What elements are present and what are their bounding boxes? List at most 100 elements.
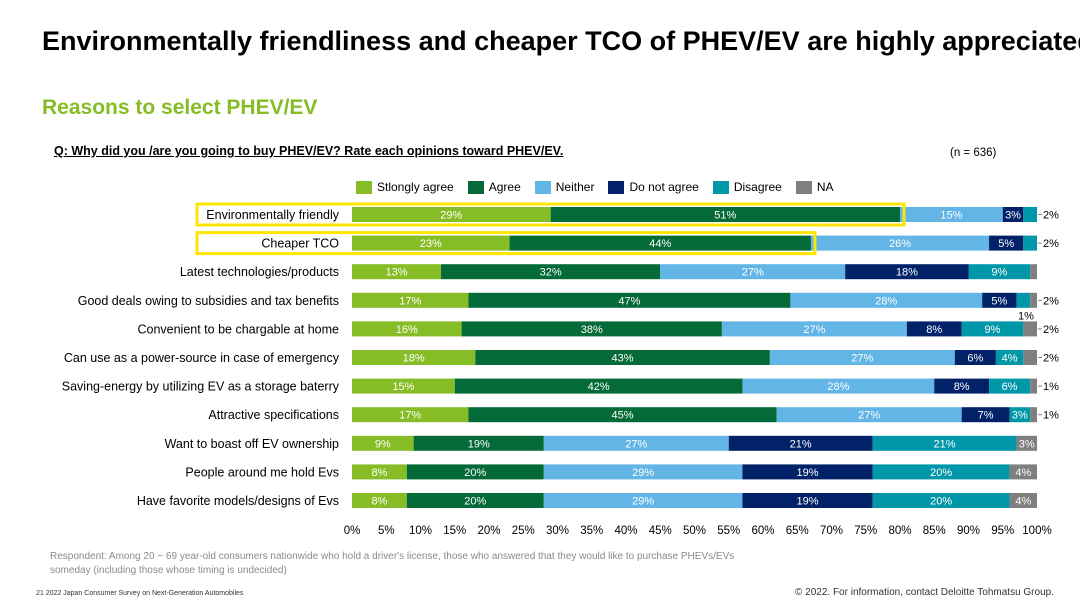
bar-segment bbox=[961, 321, 1024, 337]
data-label: 15% bbox=[940, 210, 962, 222]
sample-size-label: (n = 636) bbox=[950, 147, 997, 159]
x-tick-label: 65% bbox=[786, 525, 809, 537]
bar-segment bbox=[934, 378, 990, 394]
bar-segment bbox=[454, 378, 743, 394]
bar-segment bbox=[352, 350, 476, 365]
survey-question: Q: Why did you /are you going to buy PHE… bbox=[54, 144, 564, 158]
data-label: 47% bbox=[618, 295, 640, 307]
bar-segment bbox=[1023, 207, 1037, 222]
bar-segment bbox=[406, 464, 544, 480]
x-tick-label: 70% bbox=[820, 525, 843, 537]
legend-swatch bbox=[712, 180, 729, 194]
data-label: 28% bbox=[875, 295, 897, 307]
data-label: 17% bbox=[399, 410, 421, 422]
data-label: 6% bbox=[967, 353, 983, 365]
bar-segment bbox=[995, 350, 1024, 365]
data-label: 29% bbox=[632, 496, 654, 508]
x-tick-label: 20% bbox=[477, 525, 500, 537]
data-label: 28% bbox=[827, 381, 849, 393]
bar-segment bbox=[461, 321, 722, 337]
legend-label: Neither bbox=[555, 180, 595, 194]
data-label: 19% bbox=[797, 496, 819, 508]
bar-segment bbox=[742, 493, 873, 508]
bar-segment bbox=[845, 264, 969, 280]
highlight-box bbox=[195, 202, 906, 227]
bar-segment bbox=[441, 264, 661, 280]
category-label: Environmentally friendly bbox=[206, 208, 339, 222]
page-footer-left: 21 2022 Japan Consumer Survey on Next-Ge… bbox=[36, 590, 244, 597]
category-label: Can use as a power-source in case of eme… bbox=[64, 351, 340, 365]
bar-segment bbox=[872, 435, 1017, 451]
category-label: Good deals owing to subsidies and tax be… bbox=[78, 294, 339, 308]
bar-segment bbox=[352, 292, 469, 308]
category-label: Saving-energy by utilizing EV as a stora… bbox=[62, 380, 340, 394]
highlight-box bbox=[195, 231, 817, 256]
x-tick-label: 0% bbox=[344, 525, 361, 537]
x-tick-label: 25% bbox=[512, 525, 535, 537]
bar-segment bbox=[1016, 292, 1031, 308]
legend-label: NA bbox=[816, 180, 834, 194]
bar-segment bbox=[906, 321, 962, 337]
bar-segment bbox=[1030, 264, 1037, 280]
x-tick-label: 10% bbox=[409, 525, 432, 537]
bar-segment bbox=[1023, 235, 1037, 251]
bar-segment bbox=[961, 407, 1010, 423]
data-label: 3% bbox=[1005, 210, 1021, 222]
data-label: 9% bbox=[375, 438, 391, 450]
data-label: 27% bbox=[742, 267, 764, 279]
bar-segment bbox=[1030, 292, 1037, 308]
bar-segment bbox=[872, 464, 1010, 480]
data-label: 26% bbox=[889, 238, 911, 250]
bar-segment bbox=[543, 464, 743, 480]
bar-segment bbox=[352, 407, 469, 423]
data-label: 27% bbox=[625, 438, 647, 450]
bar-segment bbox=[352, 378, 455, 394]
bar-segment bbox=[989, 235, 1024, 251]
bar-segment bbox=[352, 435, 414, 451]
bar-segment bbox=[982, 292, 1017, 308]
section-subtitle: Reasons to select PHEV/EV bbox=[42, 96, 318, 119]
outside-data-label: 2% bbox=[1043, 295, 1059, 307]
data-label: 8% bbox=[371, 496, 387, 508]
bar-segment bbox=[1002, 207, 1024, 222]
data-label: 51% bbox=[714, 210, 736, 222]
data-label: 27% bbox=[858, 410, 880, 422]
category-label: Latest technologies/products bbox=[180, 265, 339, 279]
copyright-footer: © 2022. For information, contact Deloitt… bbox=[795, 587, 1054, 598]
data-label: 4% bbox=[1015, 467, 1031, 479]
data-label: 8% bbox=[371, 467, 387, 479]
bar-segment bbox=[352, 235, 510, 251]
x-tick-label: 100% bbox=[1022, 525, 1051, 537]
bar-segment bbox=[1009, 464, 1037, 480]
category-label: Convenient to be chargable at home bbox=[137, 322, 339, 336]
bar-segment bbox=[468, 292, 791, 308]
data-label: 3% bbox=[1019, 438, 1035, 450]
page-title: Environmentally friendliness and cheaper… bbox=[42, 26, 1080, 56]
data-label: 29% bbox=[440, 210, 462, 222]
outside-data-label: 2% bbox=[1043, 353, 1059, 365]
data-label: 38% bbox=[581, 324, 603, 336]
bar-segment bbox=[954, 350, 996, 365]
data-label: 5% bbox=[998, 238, 1014, 250]
x-tick-label: 55% bbox=[717, 525, 740, 537]
bar-segment bbox=[769, 350, 955, 365]
bar-segment bbox=[468, 407, 777, 423]
outside-data-label: 1% bbox=[1043, 410, 1059, 422]
x-tick-label: 30% bbox=[546, 525, 569, 537]
legend-label: Disagree bbox=[733, 180, 782, 194]
data-label: 20% bbox=[930, 496, 952, 508]
bar-segment bbox=[1009, 407, 1031, 423]
data-label: 8% bbox=[926, 324, 942, 336]
legend-swatch bbox=[534, 180, 551, 194]
data-label: 4% bbox=[1002, 353, 1018, 365]
bar-segment bbox=[352, 207, 551, 222]
bar-segment bbox=[790, 292, 983, 308]
x-tick-label: 75% bbox=[854, 525, 877, 537]
bar-segment bbox=[413, 435, 544, 451]
legend-swatch bbox=[356, 180, 372, 194]
bar-segment bbox=[728, 435, 873, 451]
data-label: 20% bbox=[930, 467, 952, 479]
data-label: 4% bbox=[1015, 496, 1031, 508]
x-tick-label: 15% bbox=[443, 525, 466, 537]
x-tick-label: 90% bbox=[957, 525, 980, 537]
